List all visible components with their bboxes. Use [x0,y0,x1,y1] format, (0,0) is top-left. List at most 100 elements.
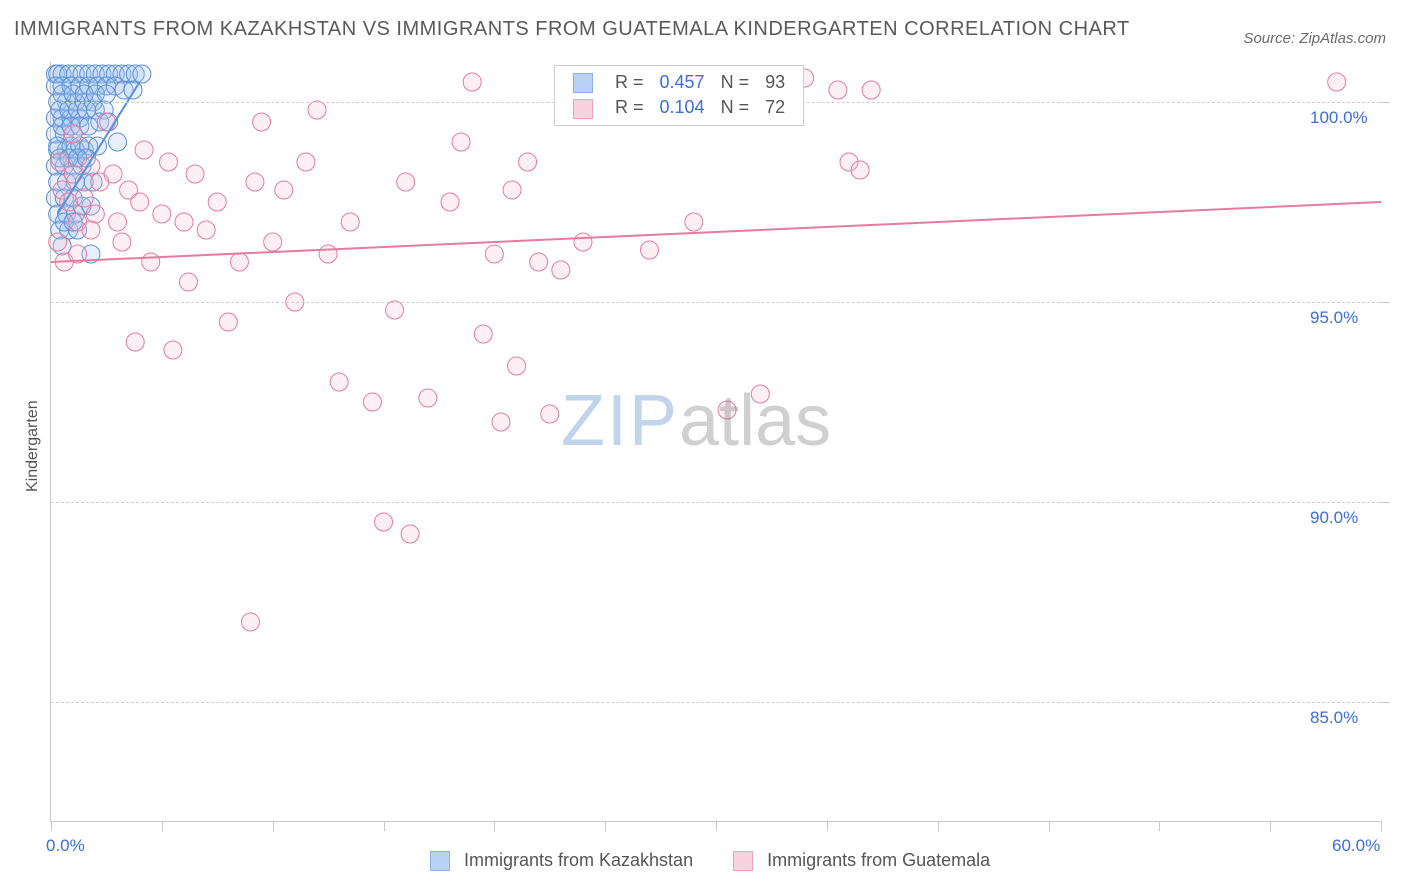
data-point [82,221,100,239]
data-point [508,357,526,375]
legend-n-value: 93 [757,70,793,95]
data-point [51,153,69,171]
data-point [253,113,271,131]
data-point [419,389,437,407]
series-legend: Immigrants from Kazakhstan Immigrants fro… [430,850,990,871]
legend-r-label: R = [607,70,652,95]
data-point [126,333,144,351]
series-legend-item: Immigrants from Guatemala [733,850,990,871]
data-point [574,233,592,251]
data-point [330,373,348,391]
x-tick [494,821,495,831]
data-point [341,213,359,231]
data-point [386,301,404,319]
data-point [519,153,537,171]
source-label: Source: ZipAtlas.com [1243,30,1386,47]
data-point [492,413,510,431]
y-tick-label: 85.0% [1310,708,1358,728]
legend-n-label: N = [713,70,758,95]
data-point [1328,73,1346,91]
data-point [64,125,82,143]
legend-row: R =0.104N =72 [565,95,793,120]
data-point [474,325,492,343]
trend-line [51,202,1381,262]
y-tick [1380,302,1390,303]
data-point [75,189,93,207]
data-point [297,153,315,171]
data-point [208,193,226,211]
data-point [133,65,151,83]
chart-title: IMMIGRANTS FROM KAZAKHSTAN VS IMMIGRANTS… [14,18,1130,41]
data-point [135,141,153,159]
y-tick-label: 95.0% [1310,308,1358,328]
data-point [113,233,131,251]
data-point [275,181,293,199]
data-point [197,221,215,239]
x-tick [1381,821,1382,831]
data-point [242,613,260,631]
x-tick-label: 0.0% [46,836,85,856]
data-point [862,81,880,99]
data-point [86,205,104,223]
legend-r-value: 0.457 [652,70,713,95]
x-tick [827,821,828,831]
x-tick-label: 60.0% [1332,836,1380,856]
data-point [164,341,182,359]
y-tick [1380,102,1390,103]
data-point [363,393,381,411]
data-point [246,173,264,191]
data-point [463,73,481,91]
x-tick [162,821,163,831]
x-tick [938,821,939,831]
legend-swatch [430,851,450,871]
data-point [851,161,869,179]
scatter-svg [51,62,1381,822]
data-point [97,113,115,131]
legend-swatch-cell [565,95,607,120]
data-point [109,213,127,231]
data-point [104,165,122,183]
x-tick [605,821,606,831]
grid-line-h [51,702,1380,703]
legend-swatch [733,851,753,871]
data-point [485,245,503,263]
series-name: Immigrants from Guatemala [767,850,990,871]
y-tick-label: 100.0% [1310,108,1368,128]
legend-swatch [573,99,593,119]
data-point [452,133,470,151]
data-point [541,405,559,423]
data-point [230,253,248,271]
grid-line-h [51,502,1380,503]
data-point [264,233,282,251]
data-point [109,133,127,151]
data-point [97,85,115,103]
data-point [308,101,326,119]
data-point [179,273,197,291]
data-point [685,213,703,231]
data-point [49,233,67,251]
data-point [718,401,736,419]
legend-r-label: R = [607,95,652,120]
data-point [441,193,459,211]
data-point [751,385,769,403]
x-tick [1049,821,1050,831]
x-tick [1270,821,1271,831]
legend-r-value: 0.104 [652,95,713,120]
x-tick [384,821,385,831]
series-legend-item: Immigrants from Kazakhstan [430,850,693,871]
data-point [142,253,160,271]
data-point [552,261,570,279]
legend-swatch [573,73,593,93]
legend-row: R =0.457N =93 [565,70,793,95]
plot-area: ZIPatlas [50,62,1380,822]
series-name: Immigrants from Kazakhstan [464,850,693,871]
y-axis-label: Kindergarten [24,400,42,492]
data-point [131,193,149,211]
y-tick [1380,702,1390,703]
x-tick [51,821,52,831]
data-point [641,241,659,259]
data-point [153,205,171,223]
grid-line-h [51,302,1380,303]
data-point [397,173,415,191]
data-point [401,525,419,543]
